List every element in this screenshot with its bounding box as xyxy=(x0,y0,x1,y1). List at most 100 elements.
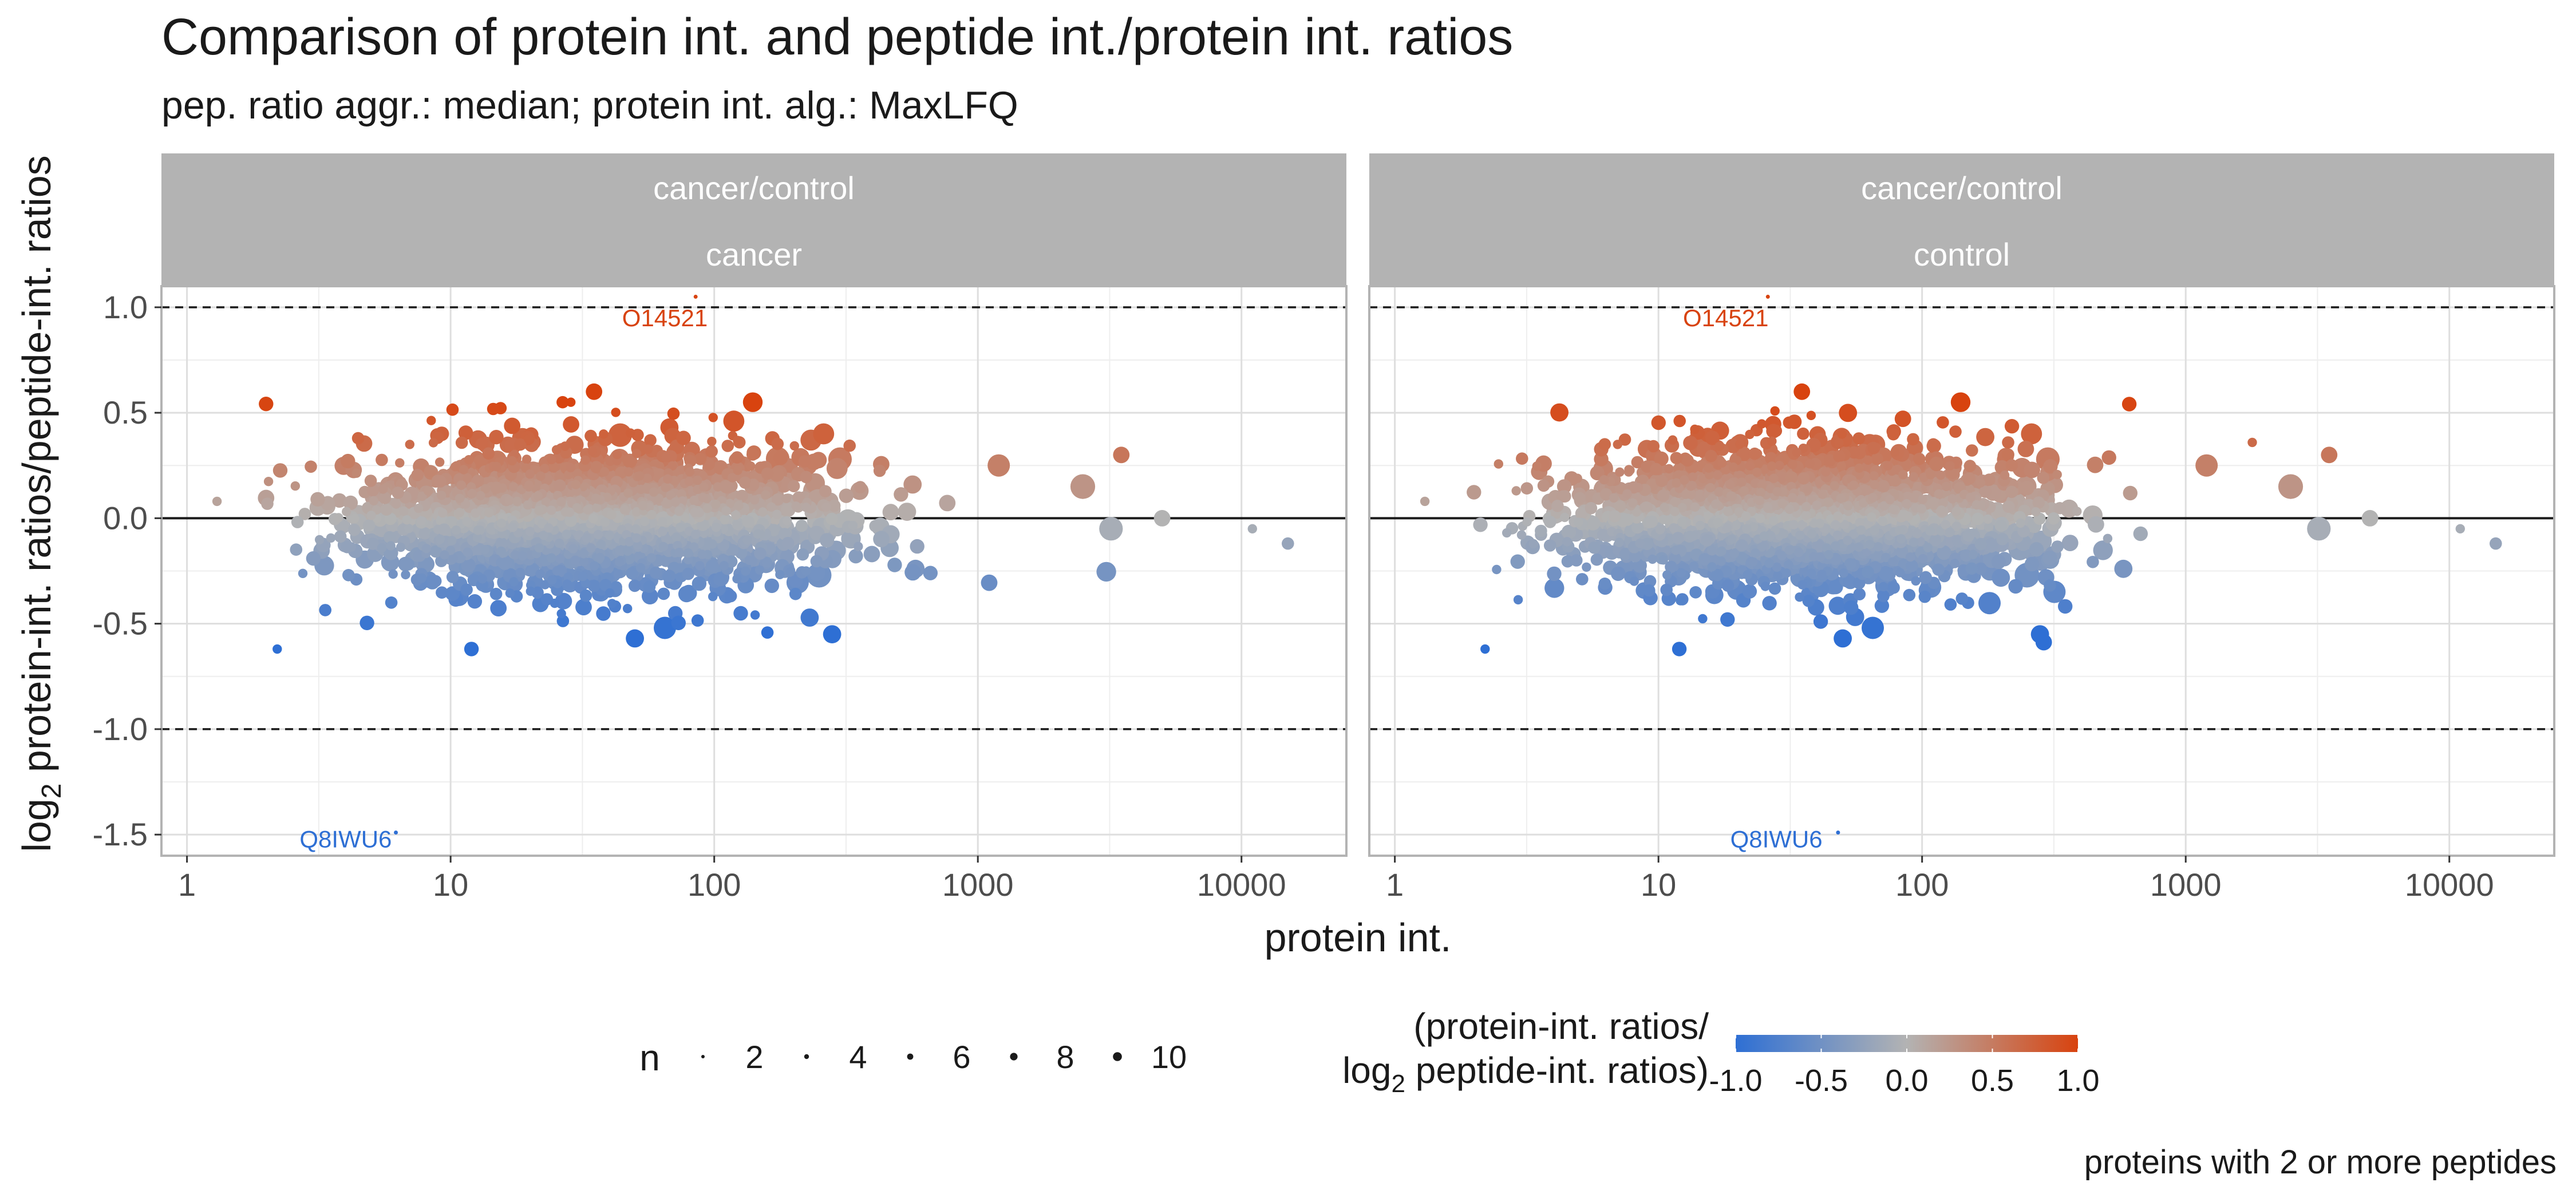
data-point xyxy=(1096,562,1116,582)
data-point xyxy=(695,580,705,590)
data-point xyxy=(823,625,841,643)
data-point xyxy=(429,545,442,558)
data-point xyxy=(769,467,784,482)
data-point xyxy=(642,588,658,604)
data-point xyxy=(364,475,377,487)
data-point xyxy=(547,454,556,465)
data-point xyxy=(674,547,684,557)
data-point xyxy=(534,543,544,553)
data-point xyxy=(1906,552,1915,562)
data-point xyxy=(826,458,848,479)
data-point xyxy=(2061,535,2079,551)
data-point xyxy=(1573,492,1586,505)
data-point xyxy=(2123,485,2138,501)
data-point xyxy=(1658,555,1668,565)
data-point xyxy=(689,495,699,505)
data-point xyxy=(1907,433,1919,446)
data-point xyxy=(2032,496,2045,509)
data-point xyxy=(426,416,436,425)
data-point xyxy=(800,470,812,484)
data-point xyxy=(711,499,721,509)
data-point xyxy=(631,533,642,543)
data-point xyxy=(1742,584,1757,599)
data-point xyxy=(564,515,577,527)
data-point xyxy=(305,460,317,473)
data-point xyxy=(1785,471,1798,484)
data-point xyxy=(662,572,672,582)
data-point xyxy=(674,563,684,573)
data-point xyxy=(781,493,791,504)
data-point xyxy=(1247,524,1257,533)
data-point xyxy=(1522,517,1532,527)
data-point xyxy=(698,492,708,503)
data-point xyxy=(560,441,570,451)
strip-label-top: cancer/control xyxy=(1861,170,2063,206)
data-point xyxy=(635,563,646,573)
data-point xyxy=(1668,435,1678,445)
data-point xyxy=(525,527,535,536)
data-point xyxy=(708,413,718,422)
data-point xyxy=(608,423,632,447)
data-point xyxy=(1660,583,1673,596)
data-point xyxy=(547,505,556,515)
data-point xyxy=(708,539,717,549)
data-point xyxy=(587,579,600,592)
data-point xyxy=(482,447,495,460)
data-point xyxy=(591,493,600,503)
data-point xyxy=(366,511,376,520)
data-point xyxy=(1834,629,1852,648)
data-point xyxy=(536,471,546,481)
data-point xyxy=(629,579,641,592)
data-point xyxy=(1673,414,1686,428)
data-point xyxy=(464,455,474,465)
data-point xyxy=(1769,424,1783,437)
data-point xyxy=(212,496,222,507)
data-point xyxy=(599,467,610,477)
data-point xyxy=(647,510,657,520)
data-point xyxy=(746,448,759,461)
data-point xyxy=(903,475,922,494)
data-point xyxy=(723,410,745,432)
data-point xyxy=(492,462,501,472)
y-tick-label: 1.0 xyxy=(103,289,148,325)
data-point xyxy=(1927,438,1940,451)
data-point xyxy=(2000,470,2010,480)
data-point xyxy=(1647,440,1660,453)
data-point xyxy=(680,584,697,602)
data-point xyxy=(526,586,535,596)
data-point xyxy=(732,520,742,530)
data-point xyxy=(405,440,414,449)
data-point xyxy=(1153,510,1171,527)
data-point xyxy=(556,497,566,507)
data-point xyxy=(298,508,311,520)
data-point xyxy=(731,510,741,520)
data-point xyxy=(623,546,633,556)
data-point xyxy=(496,519,507,528)
data-point xyxy=(1862,566,1874,578)
x-tick-label: 10 xyxy=(433,867,468,903)
data-point xyxy=(1929,456,1944,472)
data-point xyxy=(810,555,823,568)
data-point xyxy=(761,557,772,568)
data-point xyxy=(580,455,590,465)
data-point xyxy=(533,491,543,501)
data-point xyxy=(808,564,825,582)
data-point xyxy=(1672,532,1685,544)
data-point xyxy=(654,616,676,639)
data-point xyxy=(1932,563,1945,576)
data-point xyxy=(1683,436,1698,450)
data-point xyxy=(671,532,681,542)
data-point xyxy=(623,604,633,614)
data-point xyxy=(727,473,737,483)
data-point xyxy=(560,507,571,517)
data-point xyxy=(540,593,554,606)
data-point xyxy=(1598,438,1611,450)
data-point xyxy=(1655,475,1668,487)
data-point xyxy=(1650,462,1662,476)
data-point xyxy=(351,468,361,478)
data-point xyxy=(732,574,742,584)
data-point xyxy=(1544,578,1564,598)
data-point xyxy=(730,451,744,464)
y-tick-label: -1.5 xyxy=(93,816,148,852)
data-point xyxy=(643,444,653,454)
